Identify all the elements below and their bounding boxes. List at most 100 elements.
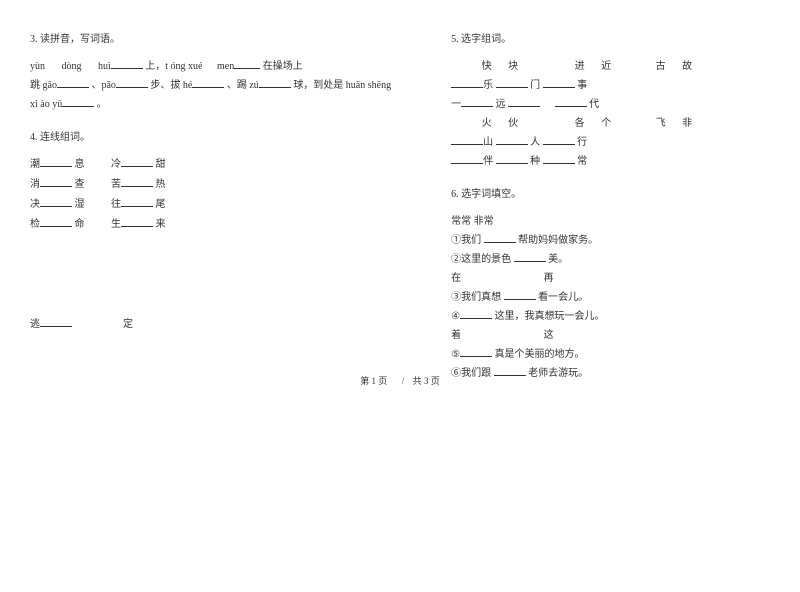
page-footer: 第 1 页 / 共 3 页 bbox=[0, 374, 800, 387]
text: 在 bbox=[451, 273, 461, 284]
q5-content: 快 块 进 近 古 故 乐 门 事 一 远 代 火 伙 各 bbox=[451, 57, 770, 171]
char: 行 bbox=[577, 137, 587, 148]
q5-title: 5. 选字组词。 bbox=[451, 30, 770, 49]
char: 冷 bbox=[111, 159, 121, 170]
q6-l3: ③我们真想 看一会儿。 bbox=[451, 288, 770, 307]
text: 球，到处是 huān shēng bbox=[293, 80, 391, 91]
blank[interactable] bbox=[192, 78, 224, 88]
blank[interactable] bbox=[496, 135, 528, 145]
blank[interactable] bbox=[111, 59, 143, 69]
blank[interactable] bbox=[504, 290, 536, 300]
blank[interactable] bbox=[116, 78, 148, 88]
blank[interactable] bbox=[40, 177, 72, 187]
text: ③我们真想 bbox=[451, 292, 504, 303]
text: 这 bbox=[544, 330, 554, 341]
char: 息 bbox=[75, 159, 85, 170]
char: 种 bbox=[530, 156, 540, 167]
q6-pair2: 在 再 bbox=[451, 269, 770, 288]
q3-content: yùn dòng huì 上，t óng xué men 在操场上 跳 gāo … bbox=[30, 57, 391, 114]
blank[interactable] bbox=[259, 78, 291, 88]
text: 跳 gāo bbox=[30, 80, 57, 91]
blank[interactable] bbox=[40, 217, 72, 227]
blank[interactable] bbox=[121, 177, 153, 187]
q6-title: 6. 选字词填空。 bbox=[451, 185, 770, 204]
char: 火 bbox=[482, 118, 492, 129]
char: 生 bbox=[111, 219, 121, 230]
text: 上，t óng xué bbox=[145, 61, 202, 72]
blank[interactable] bbox=[451, 78, 483, 88]
text: 再 bbox=[544, 273, 554, 284]
char: 热 bbox=[156, 179, 166, 190]
char: 命 bbox=[75, 219, 85, 230]
char: 块 bbox=[508, 61, 518, 72]
blank[interactable] bbox=[62, 97, 94, 107]
blank[interactable] bbox=[484, 233, 516, 243]
char: 人 bbox=[530, 137, 540, 148]
char: 故 bbox=[682, 61, 692, 72]
q6-l2: ②这里的景色 美。 bbox=[451, 250, 770, 269]
char: 查 bbox=[75, 179, 85, 190]
text: huì bbox=[98, 61, 111, 72]
char: 甜 bbox=[156, 159, 166, 170]
char: 伙 bbox=[508, 118, 518, 129]
q3-line2: 跳 gāo 、pǎo 步、拔 hé 、踢 zú 球，到处是 huān shēng bbox=[30, 76, 391, 95]
blank[interactable] bbox=[121, 217, 153, 227]
q5-g2-head: 火 伙 各 个 飞 非 bbox=[451, 114, 770, 133]
blank[interactable] bbox=[40, 317, 72, 327]
right-column: 5. 选字组词。 快 块 进 近 古 故 乐 门 事 一 远 代 bbox=[451, 30, 770, 397]
char: 湿 bbox=[75, 199, 85, 210]
char: 远 bbox=[496, 99, 506, 110]
char: 近 bbox=[601, 61, 611, 72]
text: 。 bbox=[97, 99, 107, 110]
blank[interactable] bbox=[496, 154, 528, 164]
blank[interactable] bbox=[496, 78, 528, 88]
blank[interactable] bbox=[508, 97, 540, 107]
char: 检 bbox=[30, 219, 40, 230]
q4-row: 潮 息 冷 甜 bbox=[30, 155, 391, 174]
blank[interactable] bbox=[543, 135, 575, 145]
text: men bbox=[217, 61, 234, 72]
text: 真是个美丽的地方。 bbox=[495, 349, 585, 360]
q4-row: 决 湿 往 尾 bbox=[30, 195, 391, 214]
char: 个 bbox=[601, 118, 611, 129]
blank[interactable] bbox=[121, 197, 153, 207]
char: 飞 bbox=[656, 118, 666, 129]
footer-total: 共 3 页 bbox=[413, 376, 440, 386]
blank[interactable] bbox=[461, 97, 493, 107]
blank[interactable] bbox=[57, 78, 89, 88]
q3-line1: yùn dòng huì 上，t óng xué men 在操场上 bbox=[30, 57, 391, 76]
text: 、pǎo bbox=[91, 80, 115, 91]
blank[interactable] bbox=[460, 347, 492, 357]
text: 美。 bbox=[548, 254, 568, 265]
char: 非 bbox=[682, 118, 692, 129]
text: yùn bbox=[30, 61, 45, 72]
blank[interactable] bbox=[40, 157, 72, 167]
char: 尾 bbox=[156, 199, 166, 210]
blank[interactable] bbox=[543, 154, 575, 164]
q6-l1: ①我们 帮助妈妈做家务。 bbox=[451, 231, 770, 250]
q6-pair1: 常常 非常 bbox=[451, 212, 770, 231]
blank[interactable] bbox=[234, 59, 260, 69]
blank[interactable] bbox=[543, 78, 575, 88]
text: 在操场上 bbox=[263, 61, 303, 72]
char: 代 bbox=[589, 99, 599, 110]
blank[interactable] bbox=[555, 97, 587, 107]
q4-title: 4. 连线组词。 bbox=[30, 128, 391, 147]
blank[interactable] bbox=[451, 135, 483, 145]
footer-sep: / bbox=[402, 376, 405, 386]
q4-row: 检 命 生 来 bbox=[30, 215, 391, 234]
q5-g1-head: 快 块 进 近 古 故 bbox=[451, 57, 770, 76]
text: ⑤ bbox=[451, 349, 460, 360]
blank[interactable] bbox=[451, 154, 483, 164]
text: 着 bbox=[451, 330, 461, 341]
blank[interactable] bbox=[460, 309, 492, 319]
q5-g2-r2: 伴 种 常 bbox=[451, 152, 770, 171]
blank[interactable] bbox=[514, 252, 546, 262]
q3-title: 3. 读拼音，写词语。 bbox=[30, 30, 391, 49]
char: 定 bbox=[123, 319, 133, 330]
q5-g1-r1: 乐 门 事 bbox=[451, 76, 770, 95]
char: 潮 bbox=[30, 159, 40, 170]
char: 门 bbox=[530, 80, 540, 91]
blank[interactable] bbox=[121, 157, 153, 167]
blank[interactable] bbox=[40, 197, 72, 207]
